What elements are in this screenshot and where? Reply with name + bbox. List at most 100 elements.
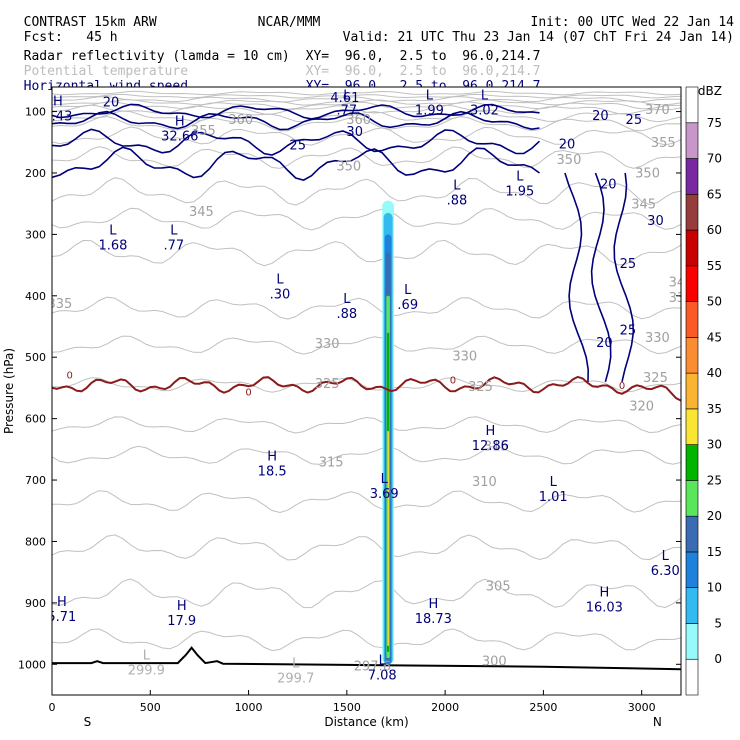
x-tick-label: 2500 [529, 701, 557, 714]
init-time: Init: 00 UTC Wed 22 Jan 14 [530, 15, 735, 30]
extremum-marker: L [426, 88, 434, 103]
extremum-marker: L [379, 653, 387, 668]
colorbar-tick-label: 0 [714, 652, 722, 666]
colorbar-swatch [685, 658, 699, 696]
theta-contour-line [52, 126, 681, 146]
theta-label: 335 [47, 297, 72, 312]
theta-label: 330 [315, 337, 340, 352]
extremum-value: 299.7 [277, 671, 314, 686]
colorbar-swatch [685, 193, 699, 231]
x-tick-label: 1500 [333, 701, 361, 714]
extremum-marker: H [599, 586, 609, 601]
wind-label: 25 [626, 113, 643, 128]
freezing-label: 0 [245, 387, 251, 398]
colorbar-tick-label: 50 [707, 295, 722, 309]
forecast-hour: Fcst: 45 h [23, 30, 118, 45]
extremum-value: 7.08 [368, 668, 397, 683]
colorbar-tick-label: 70 [707, 152, 722, 166]
wind-label: 20 [103, 96, 120, 111]
wind-label: 20 [592, 109, 609, 124]
extremum-marker: L [292, 656, 300, 671]
theta-label: 350 [336, 160, 361, 175]
colorbar-swatch [685, 623, 699, 660]
extremum-value: 3.43 [43, 109, 72, 124]
freezing-label: 0 [619, 381, 625, 392]
colorbar-tick-label: 10 [707, 581, 722, 595]
y-tick-label: 300 [25, 228, 46, 241]
theta-label: 340 [669, 276, 694, 291]
colorbar-swatch [685, 301, 699, 338]
theta-label: 315 [484, 440, 509, 455]
theta-label: 345 [189, 205, 214, 220]
extremum-value: 12.86 [472, 439, 509, 454]
theta-label: 300 [482, 655, 507, 670]
theta-contour-line [52, 146, 681, 169]
theta-label: 325 [468, 380, 493, 395]
extremum-value: 17.9 [167, 614, 196, 629]
extremum-marker: H [267, 449, 277, 464]
extremum-marker: H [428, 597, 438, 612]
extremum-value: .30 [270, 288, 291, 303]
header-line-1: CONTRAST 15km ARW [8, 2, 738, 30]
y-tick-label: 400 [25, 290, 46, 303]
theta-label: 345 [631, 198, 656, 213]
extremum-value: 18.5 [258, 464, 287, 479]
header-org: NCAR/MMM [242, 2, 321, 30]
field-row-1: Radar reflectivity (lamda = 10 cm) [8, 36, 290, 64]
theta-label: 297.6 [354, 659, 391, 674]
theta-label: 335 [669, 291, 694, 306]
x-tick-label: 1000 [235, 701, 263, 714]
extremum-marker: L [516, 169, 524, 184]
theta-contour-line [52, 628, 681, 652]
colorbar-tick-label: 60 [707, 223, 722, 237]
extremum-value: 3.69 [370, 487, 399, 502]
theta-contours [52, 90, 681, 652]
extremum-value: .69 [397, 298, 418, 313]
extremum-marker: L [550, 475, 558, 490]
colorbar-swatch [685, 86, 699, 124]
wind-speed-contours [52, 103, 635, 383]
theta-contour-line [52, 99, 681, 106]
colorbar-tick-label: 45 [707, 330, 722, 344]
wind-contour-line [52, 146, 540, 181]
theta-contour-line [52, 490, 681, 514]
y-tick-label: 700 [25, 474, 46, 487]
field-name-theta: Potential temperature [23, 64, 189, 79]
colorbar-swatch [685, 480, 699, 517]
wind-contour-line [52, 103, 540, 120]
theta-label: 325 [643, 371, 668, 386]
colorbar-tick-label: 25 [707, 473, 722, 487]
colorbar-swatch [685, 122, 699, 159]
field-row-2: Potential temperature [8, 51, 188, 79]
field-name-reflectivity: Radar reflectivity (lamda = 10 cm) [23, 49, 290, 64]
theta-contour-line [52, 115, 681, 132]
extremum-value: 6.30 [651, 564, 680, 579]
extremum-marker: L [404, 283, 412, 298]
reflectivity-band [387, 430, 389, 646]
terrain-profile [52, 646, 681, 671]
extremum-marker: H [485, 424, 495, 439]
extremum-value: .77 [337, 103, 358, 118]
theta-label: 350 [635, 166, 660, 181]
colorbar-swatch [685, 372, 699, 410]
extremum-marker: L [143, 648, 151, 663]
colorbar-tick-label: 65 [707, 187, 722, 201]
colorbar-tick-label: 5 [714, 616, 722, 630]
wind-label: 25 [620, 323, 637, 338]
wind-contour-line [564, 172, 590, 382]
theta-label: 330 [452, 349, 477, 364]
field-xy-theta: XY= 96.0, 2.5 to 96.0,214.7 [305, 64, 541, 79]
theta-label: 310 [472, 475, 497, 490]
y-tick-label: 800 [25, 535, 46, 548]
wind-label: 20 [600, 177, 617, 192]
x-tick-label: 2000 [431, 701, 459, 714]
x-tick-label: 500 [140, 701, 161, 714]
colorbar-tick-label: 15 [707, 545, 722, 559]
extremum-marker: L [343, 292, 351, 307]
theta-label: 305 [486, 580, 511, 595]
wind-contour-line [52, 110, 540, 131]
extremum-marker: L [453, 179, 461, 194]
extremum-value: 1.68 [98, 238, 127, 253]
extremum-marker: H [177, 599, 187, 614]
y-tick-label: 1000 [18, 658, 46, 671]
